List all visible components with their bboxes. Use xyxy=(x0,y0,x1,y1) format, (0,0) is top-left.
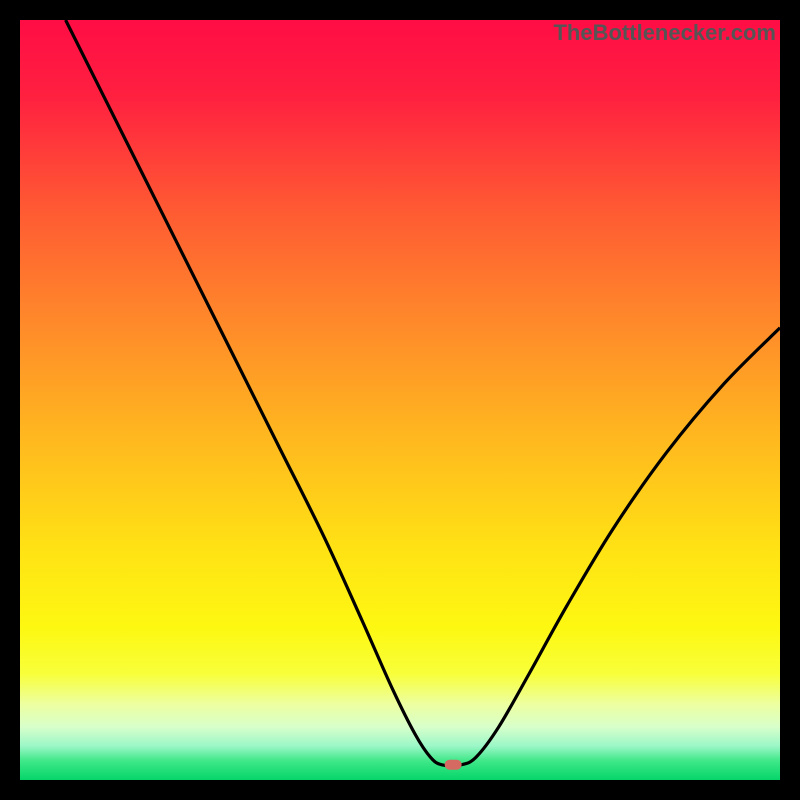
plot-area xyxy=(20,20,780,780)
bottleneck-curve xyxy=(20,20,780,780)
gradient-background xyxy=(20,20,780,780)
optimum-marker xyxy=(445,759,462,770)
chart-frame: TheBottlenecker.com xyxy=(0,0,800,800)
watermark-text: TheBottlenecker.com xyxy=(553,20,776,46)
